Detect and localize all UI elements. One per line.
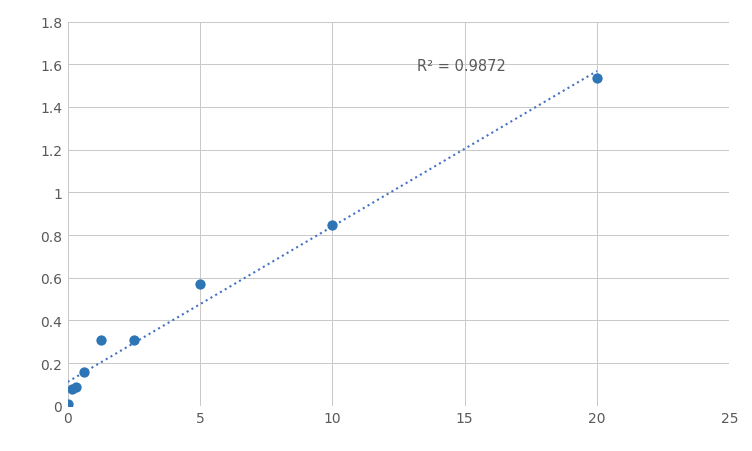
Point xyxy=(62,400,74,407)
Text: R² = 0.9872: R² = 0.9872 xyxy=(417,59,506,74)
Point xyxy=(65,385,77,392)
Point xyxy=(128,336,140,344)
Point xyxy=(95,336,107,344)
Point xyxy=(194,281,206,288)
Point xyxy=(70,383,82,391)
Point xyxy=(591,75,603,83)
Point xyxy=(78,368,90,375)
Point xyxy=(326,222,338,230)
